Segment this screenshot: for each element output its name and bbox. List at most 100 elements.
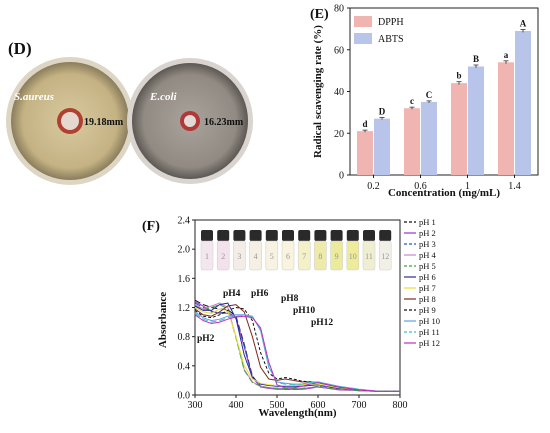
- legend-label: pH 3: [419, 239, 436, 249]
- chart-e-radical-scavenging: (E) 0 20 40 60 80 0.2 d D 0.6 c C 1 b B 1.4 a A Concentrat…: [310, 4, 539, 199]
- vial-label: 6: [286, 252, 290, 261]
- vial-cap: [249, 230, 262, 241]
- vial-cap: [282, 230, 294, 241]
- x-tick-label: 1.4: [508, 181, 521, 192]
- vial-body: [249, 240, 262, 271]
- y-tick-label: 0.8: [178, 332, 191, 343]
- vial-cap: [201, 230, 213, 241]
- bar-dpph: [357, 131, 373, 175]
- significance-letter: A: [520, 19, 527, 29]
- legend-label: pH 1: [419, 217, 436, 227]
- legend-label: pH 8: [419, 294, 436, 304]
- vial-cap: [233, 230, 246, 241]
- x-tick-label: 1: [465, 181, 470, 192]
- spectrum-line-ph-5: [194, 304, 400, 392]
- bar-dpph: [404, 108, 420, 175]
- y-tick-label: 40: [334, 87, 344, 98]
- vial-label: 10: [349, 252, 357, 261]
- vial-label: 5: [270, 252, 274, 261]
- vial-cap: [298, 230, 311, 241]
- vial-body: [216, 240, 230, 271]
- spectrum-line-ph-10: [194, 311, 400, 392]
- vial-body: [378, 240, 392, 271]
- x-tick-label: 700: [352, 400, 367, 411]
- vial-body: [362, 240, 376, 271]
- spectrum-line-ph-2: [194, 301, 400, 392]
- legend-label: pH 4: [419, 250, 437, 260]
- chart-f-absorbance-spectra: (F) 300 400 500 600 700 800 0.0 0.4 0.8 1.2 1.6 2.0 2…: [142, 216, 440, 420]
- spectrum-line-ph-8: [194, 304, 400, 392]
- y-axis-title: Absorbance: [157, 292, 169, 348]
- plate-s-aureus: S.aureus 19.18mm: [6, 57, 134, 185]
- bar-abts: [421, 101, 437, 175]
- legend-label-dpph: DPPH: [378, 17, 404, 28]
- vial-body: [330, 240, 343, 271]
- significance-letter: C: [426, 90, 433, 100]
- y-tick-label: 2.0: [178, 245, 191, 256]
- vial-cap: [363, 230, 375, 241]
- vial-label: 1: [205, 252, 209, 261]
- y-tick-label: 0.4: [178, 361, 191, 372]
- panel-e-label: (E): [310, 7, 329, 22]
- vial-cap: [379, 230, 392, 241]
- vial-cap: [217, 230, 230, 241]
- annotation-ph6: pH6: [251, 289, 269, 299]
- vial-body: [346, 240, 360, 271]
- y-tick-label: 20: [334, 129, 344, 140]
- vial-label: 3: [237, 252, 241, 261]
- x-tick-label: 500: [270, 400, 285, 411]
- vial-label: 4: [254, 252, 258, 261]
- zone-label-e-coli: 16.23mm: [204, 117, 244, 128]
- annotation-ph8: pH8: [281, 294, 299, 304]
- zone-label-s-aureus: 19.18mm: [84, 117, 124, 128]
- annotation-ph2: pH2: [197, 334, 215, 344]
- annotation-ph12: pH12: [311, 318, 333, 328]
- vial-body: [200, 240, 214, 271]
- significance-letter: b: [456, 71, 461, 81]
- bar-abts: [468, 66, 484, 175]
- vial-cap: [346, 230, 359, 241]
- vial-cap: [265, 230, 278, 241]
- legend-label: pH 10: [419, 316, 440, 326]
- x-tick-label: 800: [393, 400, 408, 411]
- legend-label-abts: ABTS: [378, 34, 404, 45]
- vials-photo: 1 2 3 4 5 6 7 8 9 10 11 12: [200, 230, 392, 271]
- vial-label: 8: [318, 252, 322, 261]
- vial-label: 9: [335, 252, 339, 261]
- y-tick-label: 1.6: [178, 274, 191, 285]
- x-axis-title: Wavelength(nm): [258, 407, 337, 419]
- y-tick-label: 1.2: [178, 303, 191, 314]
- x-tick-label: 0.6: [414, 181, 427, 192]
- spectrum-line-ph-6: [194, 302, 400, 392]
- y-axis-title: Radical scavenging rate (%): [312, 25, 324, 158]
- vial-body: [314, 240, 327, 271]
- significance-letter: D: [379, 107, 386, 117]
- legend-label: pH 7: [419, 283, 436, 293]
- bar-abts: [515, 30, 531, 176]
- bar-abts: [374, 118, 390, 175]
- vial-label: 2: [221, 252, 225, 261]
- spectrum-line-ph-3: [194, 302, 400, 392]
- x-tick-label: 400: [229, 400, 244, 411]
- vial-body: [281, 240, 295, 271]
- panel-d-label: (D): [8, 39, 32, 58]
- bar-dpph: [451, 83, 467, 175]
- significance-letter: a: [504, 50, 509, 60]
- y-tick-label: 0: [339, 171, 344, 182]
- x-axis-title: Concentration (mg/mL): [388, 187, 500, 199]
- organism-label-s-aureus: S.aureus: [14, 91, 54, 103]
- x-tick-label: 600: [311, 400, 326, 411]
- vial-cap: [314, 230, 327, 241]
- legend-label: pH 11: [419, 327, 440, 337]
- bar-dpph: [498, 62, 514, 175]
- spectrum-line-ph-4: [194, 302, 400, 392]
- spectrum-line-ph-11: [194, 312, 400, 392]
- annotation-ph10: pH10: [293, 306, 315, 316]
- significance-letter: d: [362, 119, 367, 129]
- legend-swatch-abts: [354, 33, 372, 44]
- spectrum-line-ph-12: [194, 314, 400, 392]
- legend-label: pH 6: [419, 272, 436, 282]
- y-tick-label: 60: [334, 45, 344, 56]
- organism-label-e-coli: E.coli: [149, 91, 178, 103]
- y-tick-label: 0.0: [178, 391, 191, 402]
